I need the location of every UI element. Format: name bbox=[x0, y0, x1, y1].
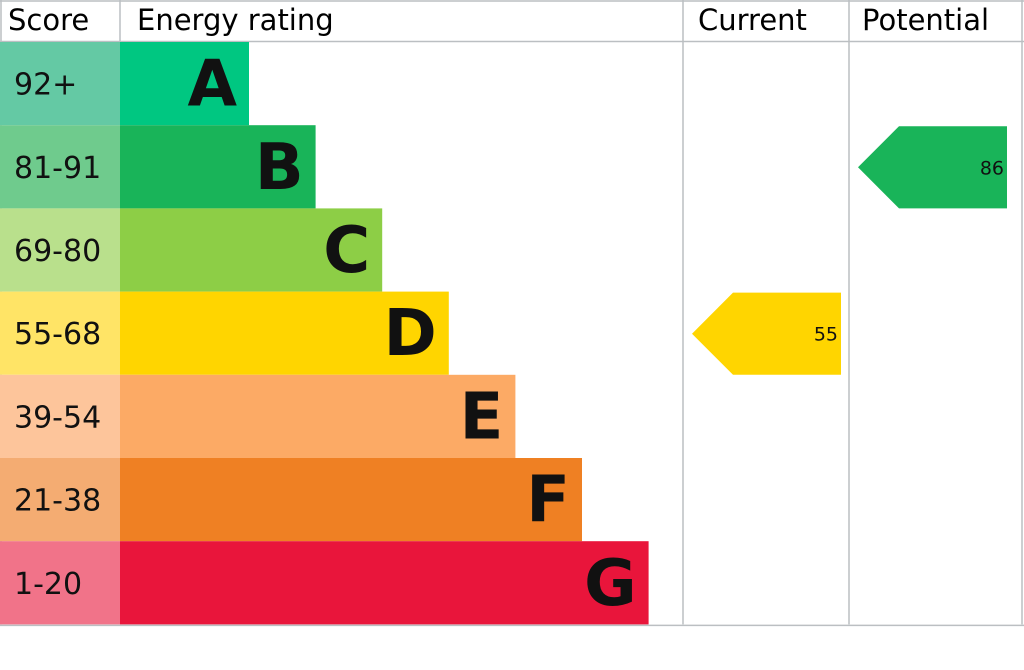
score-range-label: 81-91 bbox=[14, 151, 101, 186]
score-range-label: 69-80 bbox=[14, 234, 101, 269]
band-row-f: 21-38 F bbox=[0, 458, 582, 542]
rating-letter: E bbox=[460, 380, 504, 454]
rating-bar bbox=[120, 125, 316, 209]
score-cell bbox=[0, 125, 120, 209]
rating-letter: A bbox=[187, 48, 237, 122]
rating-bar bbox=[120, 208, 383, 292]
current-rating: 55 bbox=[692, 292, 841, 375]
score-range-label: 92+ bbox=[14, 68, 77, 103]
potential-rating: 86 bbox=[858, 126, 1007, 209]
band-row-g: 1-20 G bbox=[0, 541, 649, 625]
band-row-a: 92+ A bbox=[0, 42, 249, 126]
score-cell bbox=[0, 374, 120, 458]
score-range-label: 55-68 bbox=[14, 317, 101, 352]
header-score: Score bbox=[8, 3, 89, 37]
score-cell bbox=[0, 291, 120, 375]
header-current: Current bbox=[698, 3, 807, 37]
band-row-c: 69-80 C bbox=[0, 208, 383, 292]
rating-letter: D bbox=[384, 297, 437, 371]
score-cell bbox=[0, 42, 120, 126]
rating-letter: F bbox=[526, 464, 570, 538]
score-range-label: 1-20 bbox=[14, 567, 82, 602]
score-range-label: 21-38 bbox=[14, 484, 101, 519]
score-cell bbox=[0, 458, 120, 542]
band-row-b: 81-91 B bbox=[0, 125, 316, 209]
score-range-label: 39-54 bbox=[14, 400, 101, 435]
rating-bar bbox=[120, 458, 582, 542]
potential-rating-arrow bbox=[858, 126, 1007, 209]
score-cell bbox=[0, 541, 120, 625]
rating-letter: C bbox=[323, 214, 370, 288]
rating-bar bbox=[120, 291, 449, 375]
rating-bar bbox=[120, 374, 516, 458]
rating-letter: B bbox=[255, 131, 304, 205]
current-rating-value: 55 bbox=[814, 324, 838, 346]
header-potential: Potential bbox=[862, 3, 989, 37]
rating-letter: G bbox=[584, 547, 637, 621]
current-rating-arrow bbox=[692, 292, 841, 375]
band-row-e: 39-54 E bbox=[0, 374, 516, 458]
potential-rating-value: 86 bbox=[980, 157, 1004, 179]
rating-bar bbox=[120, 42, 249, 126]
band-row-d: 55-68 D bbox=[0, 291, 449, 375]
score-cell bbox=[0, 208, 120, 292]
rating-bar bbox=[120, 541, 649, 625]
header-energy-rating: Energy rating bbox=[137, 3, 334, 37]
